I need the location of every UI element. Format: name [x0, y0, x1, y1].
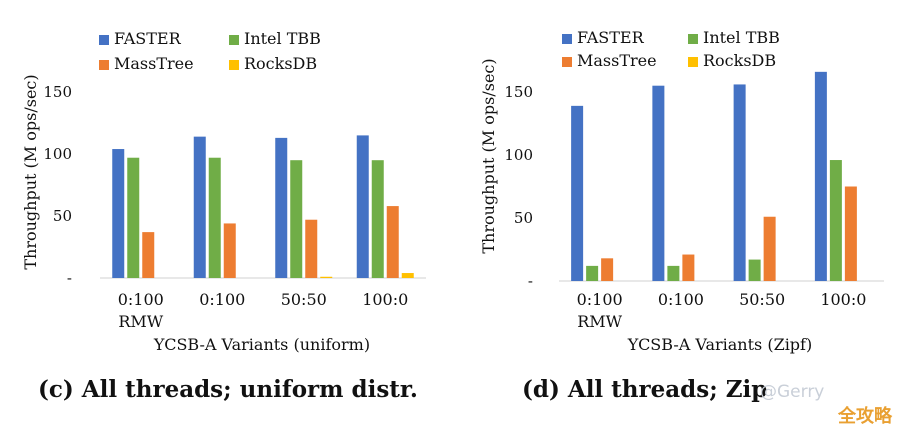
x-tick-label: 0:100	[118, 290, 164, 309]
bar-intel-tbb	[748, 259, 761, 281]
y-tick-label: 100	[43, 145, 72, 163]
bar-intel-tbb	[829, 160, 842, 281]
legend-label: FASTER	[577, 28, 645, 47]
x-tick-label: 0:100	[199, 290, 245, 309]
legend-label: RocksDB	[244, 54, 317, 73]
x-axis-title: YCSB-A Variants (Zipf)	[627, 335, 812, 354]
bar-masstree	[844, 186, 857, 281]
legend-label: MassTree	[114, 54, 194, 73]
bar-faster	[356, 135, 369, 278]
x-tick-label: 50:50	[281, 290, 327, 309]
legend-label: RocksDB	[703, 51, 776, 70]
bar-faster	[814, 71, 827, 281]
y-tick-label: -	[528, 272, 533, 290]
bar-faster	[652, 85, 665, 281]
x-tick-label: 0:100	[577, 290, 623, 309]
legend-swatch	[688, 34, 698, 44]
x-tick-sublabel: RMW	[118, 312, 163, 331]
legend-swatch	[99, 35, 109, 45]
legend-label: Intel TBB	[703, 28, 780, 47]
legend-swatch	[688, 57, 698, 67]
bar-masstree	[601, 258, 614, 281]
x-tick-label: 100:0	[820, 290, 866, 309]
bar-intel-tbb	[586, 265, 599, 281]
legend-swatch	[229, 60, 239, 70]
bar-faster	[275, 137, 288, 278]
bar-intel-tbb	[208, 157, 221, 278]
x-axis-title: YCSB-A Variants (uniform)	[153, 335, 370, 354]
legend-swatch	[562, 57, 572, 67]
legend-label: MassTree	[577, 51, 657, 70]
y-tick-label: 150	[504, 83, 533, 101]
y-axis-title: Throughput (M ops/sec)	[21, 74, 40, 269]
y-tick-label: 100	[504, 146, 533, 164]
bar-rocksdb	[401, 273, 414, 278]
legend-swatch	[99, 60, 109, 70]
bar-intel-tbb	[290, 160, 303, 278]
bar-faster	[112, 149, 125, 278]
bar-masstree	[763, 216, 776, 281]
bar-masstree	[223, 223, 236, 278]
bar-faster	[733, 84, 746, 281]
caption-uniform: (c) All threads; uniform distr.	[38, 376, 418, 403]
legend-swatch	[229, 35, 239, 45]
caption-zipf: (d) All threads; Zip	[522, 376, 768, 403]
x-tick-sublabel: RMW	[577, 312, 622, 331]
bar-masstree	[682, 254, 695, 281]
bar-faster	[193, 136, 206, 278]
bar-intel-tbb	[127, 157, 140, 278]
watermark-site: 全攻略	[838, 406, 892, 427]
x-tick-label: 0:100	[658, 290, 704, 309]
legend-label: Intel TBB	[244, 29, 321, 48]
legend-swatch	[562, 34, 572, 44]
x-tick-label: 50:50	[739, 290, 785, 309]
y-axis-title: Throughput (M ops/sec)	[479, 58, 498, 253]
bar-intel-tbb	[667, 265, 680, 281]
bar-masstree	[305, 219, 318, 278]
bar-intel-tbb	[371, 160, 384, 278]
bar-masstree	[142, 232, 155, 278]
watermark-handle: @Gerry	[760, 382, 825, 402]
y-tick-label: -	[67, 269, 72, 287]
bar-rocksdb	[320, 276, 333, 278]
legend-label: FASTER	[114, 29, 182, 48]
chart-zipf: 150 100 50 - Throughput (M ops/sec) FASTER Int…	[479, 28, 884, 354]
bar-masstree	[386, 206, 399, 278]
y-tick-label: 150	[43, 83, 72, 101]
chart-uniform: 150 100 50 - Throughput (M ops/sec) FASTER Int…	[21, 29, 426, 354]
x-tick-label: 100:0	[362, 290, 408, 309]
y-tick-label: 50	[514, 209, 533, 227]
y-tick-label: 50	[53, 207, 72, 225]
bar-faster	[571, 105, 584, 281]
